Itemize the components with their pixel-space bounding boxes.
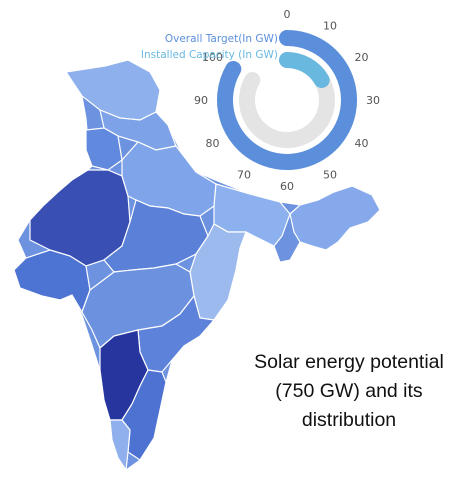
scale-tick-label: 40 [355,137,369,150]
scale-tick-label: 50 [323,169,337,182]
scale-tick-label: 30 [366,94,380,107]
scale-tick-label: 100 [202,51,223,64]
scale-tick-label: 70 [237,169,251,182]
caption-line-2: (750 GW) and its [275,380,423,402]
india-map [13,59,381,472]
legend-entry: Overall Target(In GW) [165,33,278,45]
scale-tick-label: 90 [194,94,208,107]
caption-line-1: Solar energy potential [254,351,444,373]
ring-bar-installed [279,52,330,88]
legend-entry: Installed Capacity (In GW) [141,49,278,61]
ring-bar-target [217,30,357,170]
scale-tick-label: 10 [323,20,337,33]
map-region-north [64,59,161,121]
scale-tick-label: 60 [280,180,294,193]
map-region-kerala [109,419,131,472]
caption: Solar energy potential (750 GW) and its … [236,348,462,435]
scale-tick-label: 80 [206,137,220,150]
map-region-punjab [85,127,123,171]
scale-tick-label: 20 [355,51,369,64]
radial-bar-chart: 0 10 20 30 40 50 60 70 80 90 100 Overall Target(In… [141,8,380,193]
map-region-northeast [289,185,381,251]
caption-line-3: distribution [301,409,397,431]
scale-tick-label: 0 [284,8,291,21]
map-region-east [213,183,291,247]
